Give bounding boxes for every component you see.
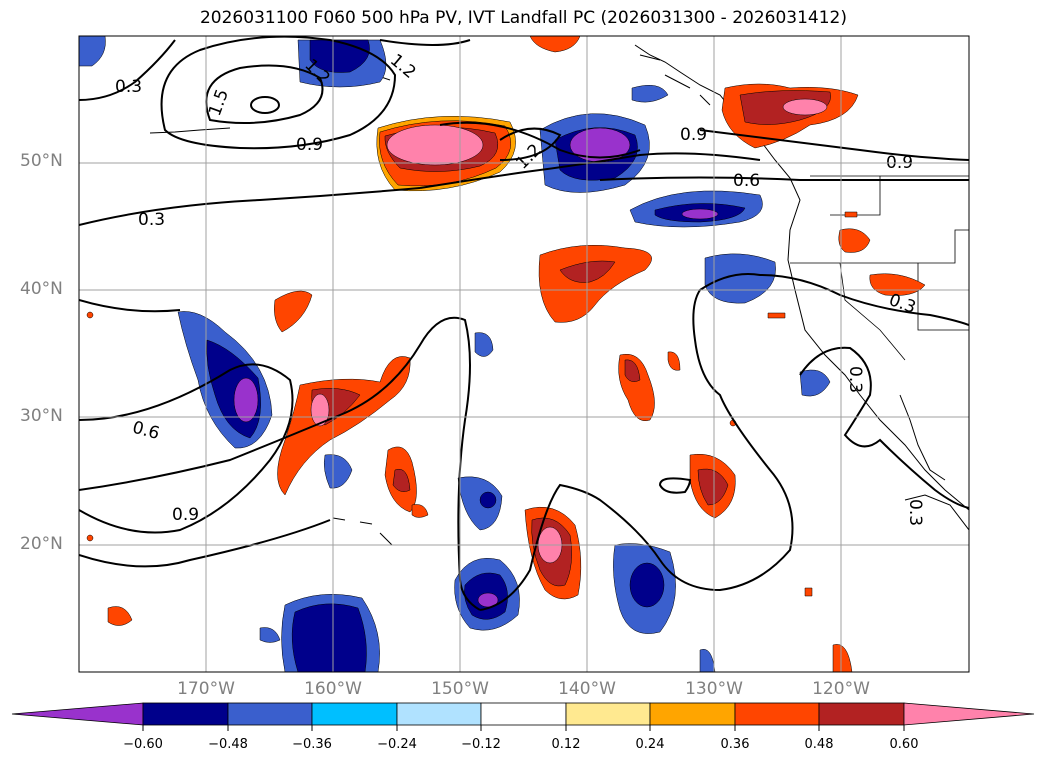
colorbar-tick: 0.12 [551,737,581,752]
lat-label-30n: 30°N [20,406,63,426]
contour-label: 0.6 [733,171,760,191]
lat-label-50n: 50°N [20,151,63,171]
contour-label: 0.9 [680,125,707,145]
contour-label: 0.3 [115,77,142,97]
colorbar-tick: 0.36 [720,737,750,752]
colorbar-tick: −0.36 [292,737,332,752]
colorbar-tick: 0.24 [635,737,665,752]
colorbar-extend-high [903,702,1035,726]
colorbar-tick: −0.60 [123,737,163,752]
contour-label: 0.3 [138,210,165,230]
map-title: 2026031100 F060 500 hPa PV, IVT Landfall… [199,8,847,28]
lat-label-40n: 40°N [20,279,63,299]
colorbar-tick: −0.24 [377,737,417,752]
lon-label-160w: 160°W [304,679,362,699]
contour-labels: 0.3 1.5 1.2 0.9 1.2 0.9 0.6 0.9 0.3 0.3 … [115,50,925,526]
contour-label: 0.9 [296,135,323,155]
lon-label-120w: 120°W [812,679,870,699]
lon-label-140w: 140°W [558,679,616,699]
colorbar [11,702,1035,731]
colorbar-tick: 0.60 [889,737,919,752]
contour-label: 0.3 [845,366,865,393]
lon-label-130w: 130°W [685,679,743,699]
pv-negative-anomalies [79,36,831,672]
map-plot-area: 0.3 1.5 1.2 0.9 1.2 0.9 0.6 0.9 0.3 0.3 … [79,36,969,672]
colorbar-tick: −0.48 [208,737,248,752]
colorbar-tick: 0.48 [804,737,834,752]
ivt-contours [79,36,969,611]
pv-positive-anomalies [86,36,926,672]
gridlines [79,36,969,672]
lon-label-150w: 150°W [431,679,489,699]
colorbar-tick: −0.12 [461,737,501,752]
contour-label: 0.9 [172,505,199,525]
map-frame [78,35,970,673]
contour-label: 0.3 [905,499,925,526]
colorbar-extend-low [11,702,144,726]
lat-label-20n: 20°N [20,534,63,554]
lon-label-170w: 170°W [177,679,235,699]
